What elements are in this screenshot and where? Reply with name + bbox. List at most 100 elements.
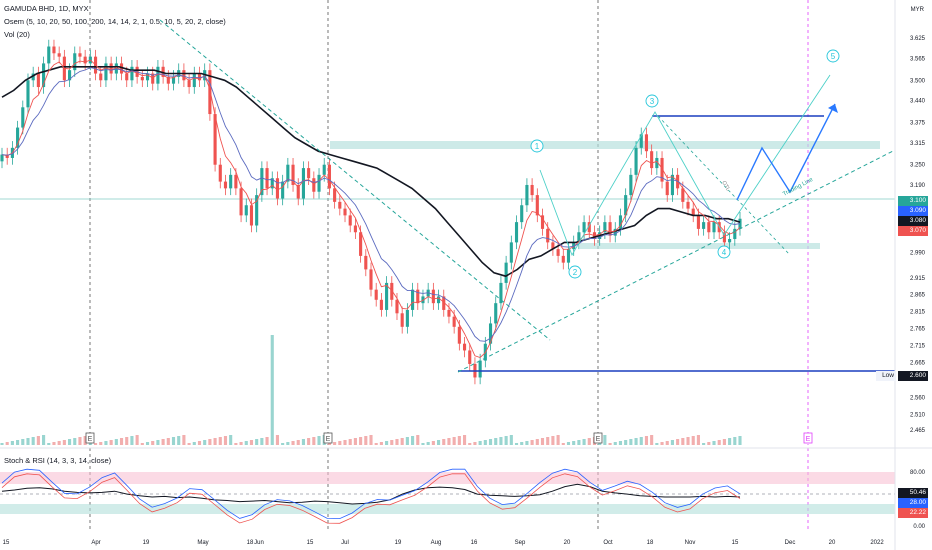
moving-averages (1, 59, 741, 359)
candle-body (416, 289, 420, 304)
volume-bar (301, 439, 305, 445)
candle-body (286, 164, 290, 182)
volume-bar (0, 443, 4, 445)
volume-bar (379, 442, 383, 445)
volume-bar (249, 440, 254, 445)
candle-body (379, 299, 383, 310)
candle-body (21, 107, 25, 128)
volume-bar (68, 439, 72, 445)
volume-bar (93, 443, 98, 445)
candle-body (520, 205, 524, 223)
candle-body (733, 228, 737, 240)
candle-body (301, 168, 305, 199)
volume-bar (265, 437, 269, 445)
volume-bar (177, 436, 181, 445)
volume-bar (582, 439, 586, 445)
volume-bar (156, 440, 160, 445)
volume-bars (0, 335, 742, 445)
candle-body (437, 296, 441, 304)
volume-bar (509, 435, 513, 445)
wave-label: 5 (831, 52, 836, 61)
time-tick-label: Sep (515, 540, 526, 546)
volume-bar (296, 440, 300, 445)
volume-bar (62, 440, 66, 445)
volume-bar (483, 440, 487, 445)
candle-body (395, 299, 399, 314)
candle-body (364, 255, 368, 270)
candle-body (452, 316, 456, 327)
candle-body (109, 63, 113, 74)
volume-bar (42, 435, 46, 445)
support-zone (580, 243, 820, 249)
volume-bar (587, 438, 591, 445)
candle-body (166, 76, 170, 84)
volume-bar (47, 443, 51, 445)
candle-body (140, 76, 144, 81)
volume-legend[interactable]: Vol (20) (4, 30, 30, 39)
grid (89, 0, 809, 530)
ma-blue-line (1, 67, 741, 342)
candle-body (639, 134, 643, 148)
volume-bar (566, 442, 571, 445)
wave-circle (645, 94, 659, 108)
volume-bar (10, 441, 14, 445)
volume-bar (83, 436, 87, 445)
time-tick-label: Jun (254, 540, 264, 546)
time-tick-label: 15 (3, 540, 10, 546)
volume-bar (203, 440, 207, 445)
time-tick-label: 15 (307, 540, 314, 546)
candle-body (488, 323, 493, 344)
candle-body (322, 164, 326, 175)
volume-bar (36, 436, 40, 445)
candle-body (208, 70, 212, 115)
stoch-rsi-panel (0, 447, 932, 524)
volume-bar (213, 438, 217, 445)
volume-bar (660, 442, 664, 445)
candle-body (47, 46, 51, 64)
candle-body (650, 151, 654, 169)
candle-body (5, 154, 9, 158)
volume-bar (733, 437, 737, 445)
candle-body (99, 73, 103, 81)
candle-body (665, 181, 669, 196)
candle-body (145, 73, 150, 81)
price-tick-label: 2.665 (910, 360, 926, 366)
time-tick-label: 2022 (870, 540, 884, 546)
candle-body (400, 313, 404, 327)
price-tick-label: 2.915 (910, 276, 926, 282)
volume-bar (411, 436, 415, 445)
candle-body (333, 188, 337, 202)
candle-body (728, 239, 732, 243)
volume-bar (546, 437, 550, 445)
time-tick-label: Oct (603, 540, 613, 546)
candle-body (411, 289, 415, 310)
candle-body (0, 154, 4, 162)
volume-bar (405, 437, 409, 445)
volume-bar (104, 441, 108, 445)
volume-bar (722, 439, 726, 445)
candle-body (629, 174, 633, 196)
time-tick-label: 20 (564, 540, 571, 546)
candle-body (296, 184, 300, 199)
osem-legend[interactable]: Osem (5, 10, 20, 50, 100, 200, 14, 14, 2… (4, 17, 226, 26)
candle-body (390, 282, 394, 300)
candle-body (161, 66, 165, 77)
time-tick-label: 18 (647, 540, 654, 546)
candle-body (556, 249, 560, 256)
candle-body (587, 222, 591, 233)
candle-body (551, 242, 555, 250)
wave-circle (568, 265, 582, 279)
volume-bar (447, 438, 451, 445)
candle-body (572, 242, 576, 250)
volume-bar (161, 439, 165, 445)
price-tick-label: 3.565 (910, 56, 926, 62)
stoch-legend[interactable]: Stoch & RSI (14, 3, 3, 14, close) (4, 456, 112, 465)
volume-bar (577, 440, 581, 445)
symbol-legend[interactable]: GAMUDA BHD, 1D, MYX (4, 4, 89, 13)
candle-body (182, 70, 186, 81)
candle-body (218, 164, 222, 182)
candle-body (712, 222, 716, 233)
price-tick-label: 2.465 (910, 428, 926, 434)
candle-body (312, 178, 316, 192)
volume-bar (348, 439, 352, 445)
